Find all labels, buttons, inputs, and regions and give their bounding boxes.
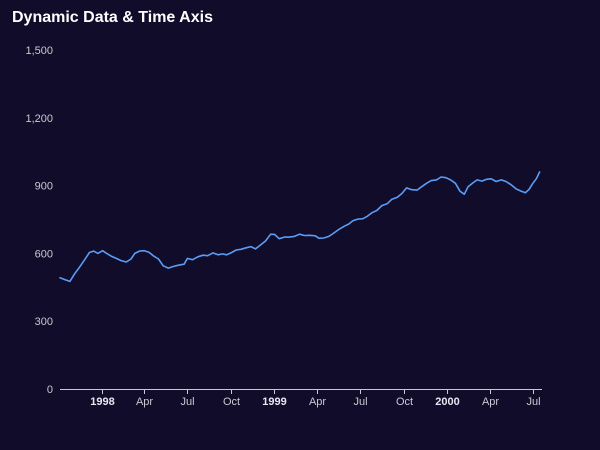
- y-tick-label: 900: [35, 181, 53, 193]
- y-tick-label: 1,500: [25, 45, 53, 57]
- x-tick-label: 1998: [90, 396, 114, 408]
- x-tick-label: Apr: [482, 396, 499, 408]
- series-line: [59, 171, 541, 283]
- y-tick-label: 0: [47, 384, 53, 396]
- series-layer: [59, 171, 541, 283]
- x-axis: 1998 Apr Jul Oct 1999 Apr Jul Oct 2000 Apr Jul: [60, 389, 542, 408]
- x-tick-label: Apr: [136, 396, 153, 408]
- x-tick-label: 2000: [435, 396, 459, 408]
- x-tick-label: 1999: [262, 396, 286, 408]
- y-tick-label: 1,200: [25, 113, 53, 125]
- chart-title: Dynamic Data & Time Axis: [12, 9, 213, 26]
- y-axis: 0 300 600 900 1,200 1,500: [25, 45, 53, 396]
- x-tick-label: Jul: [526, 396, 540, 408]
- x-tick-label: Apr: [309, 396, 326, 408]
- x-tick-label: Jul: [180, 396, 194, 408]
- x-tick-label: Oct: [223, 396, 240, 408]
- y-tick-label: 600: [35, 248, 53, 260]
- x-tick-label: Jul: [353, 396, 367, 408]
- x-tick-label: Oct: [396, 396, 413, 408]
- y-tick-label: 300: [35, 316, 53, 328]
